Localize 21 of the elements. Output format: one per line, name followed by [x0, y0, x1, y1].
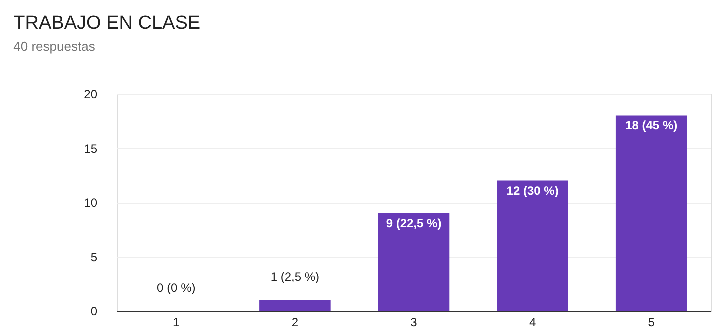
bar — [616, 116, 688, 311]
data-label: 9 (22,5 %) — [386, 216, 442, 230]
y-tick-label: 0 — [90, 304, 98, 318]
bar — [260, 300, 331, 311]
y-tick-label: 10 — [84, 196, 98, 210]
y-tick-label: 15 — [84, 142, 98, 156]
bar — [497, 180, 568, 311]
chart-title: TRABAJO EN CLASE — [14, 13, 201, 34]
bar — [378, 213, 450, 311]
y-tick-label: 20 — [84, 88, 98, 102]
chart-subtitle: 40 respuestas — [14, 39, 96, 54]
data-label: 18 (45 %) — [626, 118, 678, 133]
x-tick-label: 2 — [292, 316, 299, 330]
x-tick-label: 3 — [410, 316, 418, 330]
data-label: 0 (0 %) — [157, 281, 196, 295]
x-tick-label: 1 — [173, 316, 180, 330]
data-label: 12 (30 %) — [506, 184, 559, 198]
y-tick-label: 5 — [90, 250, 98, 264]
data-label: 1 (2,5 %) — [270, 270, 320, 284]
x-tick-label: 4 — [529, 316, 536, 330]
x-tick-label: 5 — [648, 316, 656, 330]
